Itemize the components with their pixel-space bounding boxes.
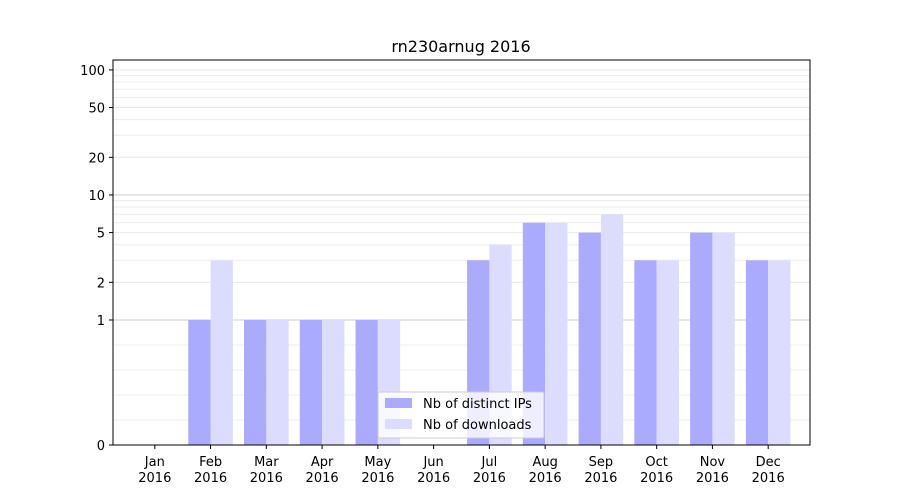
bar-downloads: [322, 319, 345, 445]
legend-box: [377, 391, 545, 439]
x-tick-label-month: Jul: [481, 455, 498, 470]
x-tick-label-year: 2016: [306, 471, 339, 486]
grid: [113, 69, 810, 421]
x-tick-label-year: 2016: [250, 471, 283, 486]
x-tick-label-year: 2016: [640, 471, 673, 486]
bar-downloads: [768, 260, 791, 445]
legend-label-downloads: Nb of downloads: [423, 418, 532, 433]
bar-distinct-ips: [299, 319, 323, 445]
x-tick-label-month: Oct: [645, 455, 667, 470]
bar-downloads: [210, 260, 233, 445]
bar-distinct-ips: [690, 232, 713, 445]
bar-distinct-ips: [745, 260, 769, 445]
y-tick-label: 10: [88, 189, 105, 204]
bar-downloads: [712, 232, 735, 445]
bar-distinct-ips: [634, 260, 657, 445]
bar-distinct-ips: [522, 222, 546, 445]
bar-downloads: [656, 260, 679, 445]
x-tick-label-month: Jan: [144, 455, 165, 470]
x-tick-label-month: Dec: [756, 455, 781, 470]
chart-title: rn230arnug 2016: [391, 37, 530, 56]
bar-distinct-ips: [578, 232, 601, 445]
x-tick-label-year: 2016: [361, 471, 394, 486]
y-axis: 0 1 2 5 10 20 50 100: [80, 64, 113, 454]
x-tick-label-month: May: [364, 455, 391, 470]
bar-downloads: [545, 222, 568, 445]
x-tick-label-year: 2016: [696, 471, 729, 486]
bar-distinct-ips: [244, 319, 267, 445]
x-tick-label-month: Apr: [311, 455, 334, 470]
y-tick-label: 100: [80, 64, 105, 79]
x-axis: Jan2016Feb2016Mar2016Apr2016May2016Jun20…: [138, 445, 785, 486]
x-tick-label-year: 2016: [752, 471, 785, 486]
y-tick-label: 20: [88, 151, 105, 166]
legend-swatch-ips: [385, 398, 412, 408]
y-tick-label: 5: [97, 227, 105, 242]
x-tick-label-month: Feb: [199, 455, 222, 470]
y-tick-label: 1: [97, 314, 105, 329]
bar-distinct-ips: [355, 319, 378, 445]
x-tick-label-year: 2016: [473, 471, 506, 486]
x-tick-label-month: Aug: [532, 455, 557, 470]
y-tick-label: 0: [97, 439, 105, 454]
x-tick-label-year: 2016: [138, 471, 171, 486]
x-tick-label-month: Jun: [422, 455, 443, 470]
x-tick-label-year: 2016: [529, 471, 562, 486]
y-tick-label: 50: [88, 102, 105, 117]
x-tick-label-month: Mar: [254, 455, 279, 470]
legend-swatch-downloads: [385, 419, 412, 429]
legend: Nb of distinct IPs Nb of downloads: [377, 391, 545, 439]
bar-distinct-ips: [188, 319, 211, 445]
x-tick-label-month: Sep: [589, 455, 614, 470]
x-tick-label-year: 2016: [417, 471, 450, 486]
x-tick-label-year: 2016: [194, 471, 227, 486]
plot-frame: [112, 59, 811, 446]
x-tick-label-month: Nov: [700, 455, 726, 470]
bar-downloads: [266, 319, 289, 445]
bar-downloads: [600, 214, 624, 445]
legend-label-ips: Nb of distinct IPs: [423, 397, 532, 412]
x-tick-label-year: 2016: [584, 471, 617, 486]
y-tick-label: 2: [97, 276, 105, 291]
